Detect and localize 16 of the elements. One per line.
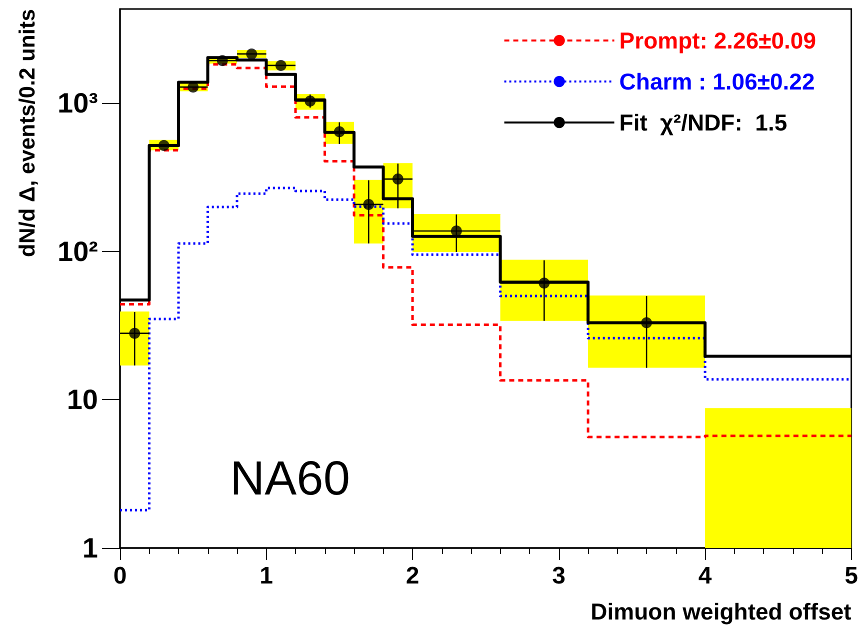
legend-label: Fit χ²/NDF: 1.5 <box>619 110 788 136</box>
x-tick-label: 4 <box>698 562 712 590</box>
x-tick-label: 0 <box>113 562 127 590</box>
y-tick-label: 10² <box>58 236 98 267</box>
y-tick-label: 10 <box>66 384 98 416</box>
x-axis-title: Dimuon weighted offset <box>590 598 852 624</box>
x-tick-label: 1 <box>260 562 273 590</box>
legend-label: Charm : 1.06±0.22 <box>619 68 815 94</box>
annotation: NA60 <box>230 452 350 506</box>
x-tick-label: 2 <box>406 562 420 590</box>
legend-label: Prompt: 2.26±0.09 <box>619 28 816 54</box>
x-tick-label: 3 <box>552 562 566 590</box>
y-axis-title: dN/d Δ, events/0.2 units <box>14 9 40 258</box>
x-tick-label: 5 <box>844 562 858 590</box>
y-tick-label: 1 <box>82 532 98 564</box>
y-tick-label: 10³ <box>58 87 98 118</box>
